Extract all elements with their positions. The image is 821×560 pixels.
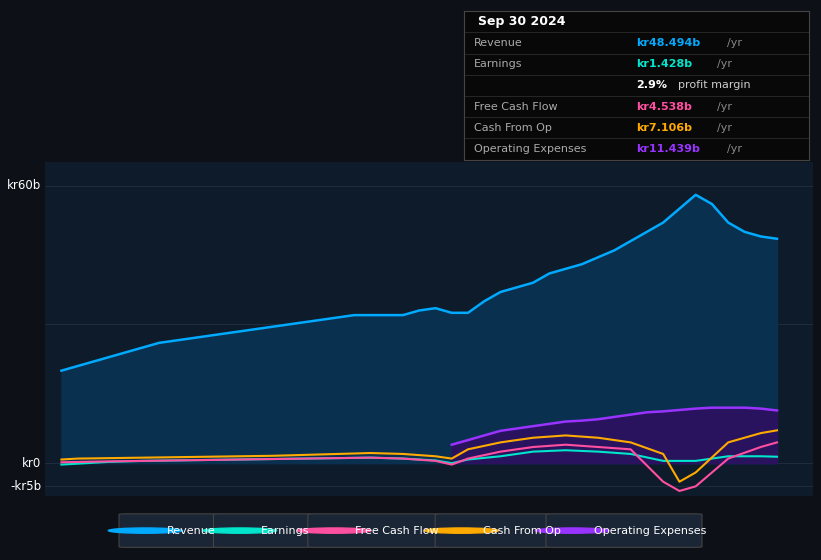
FancyBboxPatch shape <box>546 514 702 547</box>
Circle shape <box>297 528 371 533</box>
Text: Cash From Op: Cash From Op <box>475 123 552 133</box>
Text: /yr: /yr <box>717 101 732 111</box>
Circle shape <box>424 528 498 533</box>
Text: Operating Expenses: Operating Expenses <box>594 526 706 535</box>
Text: kr0: kr0 <box>22 457 41 470</box>
Text: kr4.538b: kr4.538b <box>636 101 692 111</box>
FancyBboxPatch shape <box>119 514 218 547</box>
Text: Earnings: Earnings <box>475 59 523 69</box>
Circle shape <box>108 528 182 533</box>
Text: Revenue: Revenue <box>475 38 523 48</box>
Text: /yr: /yr <box>717 59 732 69</box>
Circle shape <box>203 528 277 533</box>
FancyBboxPatch shape <box>308 514 439 547</box>
Text: /yr: /yr <box>717 123 732 133</box>
Text: Free Cash Flow: Free Cash Flow <box>355 526 439 535</box>
Text: Earnings: Earnings <box>261 526 310 535</box>
Text: Operating Expenses: Operating Expenses <box>475 144 586 154</box>
Text: profit margin: profit margin <box>678 81 751 90</box>
Text: Revenue: Revenue <box>167 526 215 535</box>
Text: Cash From Op: Cash From Op <box>483 526 561 535</box>
FancyBboxPatch shape <box>435 514 550 547</box>
Text: Free Cash Flow: Free Cash Flow <box>475 101 557 111</box>
Circle shape <box>535 528 609 533</box>
Text: 2.9%: 2.9% <box>636 81 667 90</box>
Text: -kr5b: -kr5b <box>10 480 41 493</box>
Text: /yr: /yr <box>727 144 741 154</box>
Text: /yr: /yr <box>727 38 741 48</box>
Text: kr60b: kr60b <box>7 179 41 192</box>
Text: kr48.494b: kr48.494b <box>636 38 700 48</box>
Text: kr11.439b: kr11.439b <box>636 144 700 154</box>
Text: kr7.106b: kr7.106b <box>636 123 692 133</box>
Text: kr1.428b: kr1.428b <box>636 59 692 69</box>
FancyBboxPatch shape <box>213 514 312 547</box>
Text: Sep 30 2024: Sep 30 2024 <box>478 15 565 29</box>
